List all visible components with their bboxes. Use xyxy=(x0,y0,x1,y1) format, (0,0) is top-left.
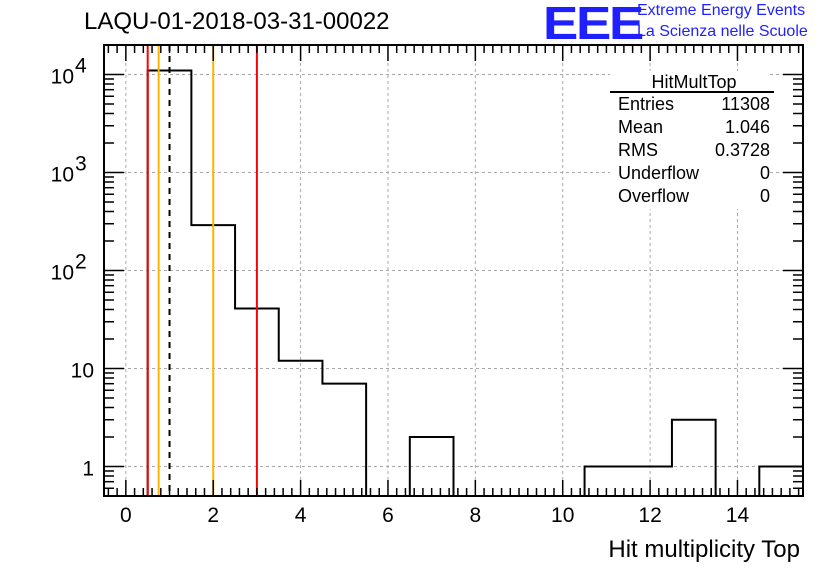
stats-row-value: 1.046 xyxy=(725,117,770,137)
stats-row-label: Underflow xyxy=(618,163,700,183)
stats-row-value: 0 xyxy=(760,186,770,206)
stats-box: HitMultTop Entries 11308 Mean 1.046 RMS 0.372… xyxy=(610,71,774,209)
histogram-bin xyxy=(279,361,323,496)
axis-ticks xyxy=(104,44,803,497)
x-axis-label: Hit multiplicity Top xyxy=(608,536,800,563)
stats-row-value: 11308 xyxy=(721,94,770,114)
y-tick-label: 10 xyxy=(51,262,74,285)
y-tick-exponent: 2 xyxy=(75,251,87,274)
histogram-bin xyxy=(410,437,454,496)
stats-row-label: RMS xyxy=(618,140,658,160)
x-tick-label: 12 xyxy=(638,504,661,527)
logo-line-1: Extreme Energy Events xyxy=(637,2,806,19)
histogram-bars xyxy=(104,69,804,497)
cut-lines xyxy=(146,45,258,496)
histogram-bin xyxy=(322,384,366,496)
x-tick-label: 10 xyxy=(551,504,574,527)
logo-line-2: La Scienza nelle Scuole xyxy=(637,23,808,40)
stats-box-background xyxy=(610,71,770,209)
histogram-bin xyxy=(672,420,716,496)
stats-title: HitMultTop xyxy=(651,72,736,92)
x-tick-label: 14 xyxy=(726,504,750,527)
y-tick-exponent: 3 xyxy=(75,153,87,176)
x-tick-label: 0 xyxy=(120,504,132,527)
y-tick-label: 1 xyxy=(82,457,94,480)
histogram-outline xyxy=(104,69,804,497)
eee-logo: EEE xyxy=(543,0,644,49)
y-tick-label: 10 xyxy=(71,359,94,382)
stats-rows: Entries 11308 Mean 1.046 RMS 0.3728 Underflow 0… xyxy=(618,94,770,206)
stats-row-label: Entries xyxy=(618,94,674,114)
stats-row-value: 0 xyxy=(760,163,770,183)
x-tick-label: 2 xyxy=(207,504,219,527)
x-tick-labels: 0 2 4 6 8 10 12 14 xyxy=(120,504,749,527)
y-tick-label: 10 xyxy=(51,164,74,187)
x-tick-label: 8 xyxy=(470,504,482,527)
stats-row-value: 0.3728 xyxy=(715,140,770,160)
x-tick-label: 6 xyxy=(382,504,394,527)
y-tick-label: 10 xyxy=(51,66,74,89)
y-tick-exponent: 4 xyxy=(75,55,87,78)
stats-row-label: Mean xyxy=(618,117,663,137)
stats-row-label: Overflow xyxy=(618,186,690,206)
chart-title: LAQU-01-2018-03-31-00022 xyxy=(84,8,390,35)
x-tick-label: 4 xyxy=(295,504,307,527)
